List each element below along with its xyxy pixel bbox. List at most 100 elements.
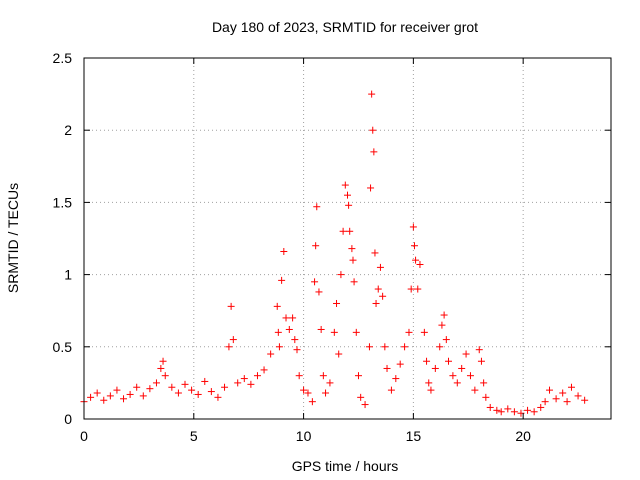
data-point bbox=[293, 346, 301, 354]
data-point bbox=[440, 311, 448, 319]
y-tick-label: 1 bbox=[64, 267, 72, 283]
data-point bbox=[357, 393, 365, 401]
data-point bbox=[273, 302, 281, 310]
data-point bbox=[311, 278, 319, 286]
data-point bbox=[326, 379, 334, 387]
data-point bbox=[253, 372, 261, 380]
data-point bbox=[295, 372, 303, 380]
data-point bbox=[537, 403, 545, 411]
data-point bbox=[337, 271, 345, 279]
data-point bbox=[471, 386, 479, 394]
data-point bbox=[159, 357, 167, 365]
x-tick-label: 20 bbox=[515, 428, 531, 444]
data-point bbox=[300, 386, 308, 394]
grid bbox=[84, 58, 611, 419]
y-tick-label: 0.5 bbox=[53, 339, 73, 355]
data-point bbox=[282, 314, 290, 322]
data-point bbox=[381, 343, 389, 351]
data-point bbox=[376, 263, 384, 271]
data-point bbox=[475, 346, 483, 354]
data-point bbox=[207, 388, 215, 396]
chart-title: Day 180 of 2023, SRMTID for receiver gro… bbox=[212, 19, 478, 35]
data-point bbox=[341, 181, 349, 189]
y-axis-label: SRMTID / TECUs bbox=[5, 183, 21, 293]
data-point bbox=[319, 372, 327, 380]
data-point bbox=[524, 406, 532, 414]
data-point bbox=[247, 380, 255, 388]
data-point bbox=[93, 389, 101, 397]
data-point bbox=[405, 328, 413, 336]
data-point bbox=[370, 148, 378, 156]
data-point bbox=[168, 383, 176, 391]
data-point bbox=[267, 350, 275, 358]
data-point bbox=[409, 223, 417, 231]
data-point bbox=[146, 385, 154, 393]
data-point bbox=[401, 343, 409, 351]
x-tick-label: 15 bbox=[406, 428, 422, 444]
data-point bbox=[407, 285, 415, 293]
data-point bbox=[330, 328, 338, 336]
data-point bbox=[221, 383, 229, 391]
data-point bbox=[453, 379, 461, 387]
data-point bbox=[423, 357, 431, 365]
data-point bbox=[133, 383, 141, 391]
data-point bbox=[365, 343, 373, 351]
y-tick-label: 1.5 bbox=[53, 194, 73, 210]
data-point bbox=[497, 408, 505, 416]
data-point bbox=[120, 395, 128, 403]
data-point bbox=[113, 386, 121, 394]
data-point bbox=[379, 292, 387, 300]
data-point bbox=[349, 256, 357, 264]
data-point bbox=[157, 364, 165, 372]
data-point bbox=[466, 372, 474, 380]
data-point bbox=[458, 364, 466, 372]
data-point bbox=[352, 328, 360, 336]
plot-frame bbox=[83, 57, 612, 420]
data-point bbox=[345, 201, 353, 209]
data-point bbox=[275, 343, 283, 351]
data-point bbox=[559, 389, 567, 397]
data-point bbox=[350, 278, 358, 286]
data-point bbox=[227, 302, 235, 310]
data-point bbox=[229, 336, 237, 344]
data-point bbox=[174, 389, 182, 397]
data-point bbox=[87, 393, 95, 401]
data-point bbox=[225, 343, 233, 351]
y-tick-label: 2 bbox=[64, 122, 72, 138]
y-tick-label: 2.5 bbox=[53, 50, 73, 66]
data-point bbox=[372, 299, 380, 307]
data-point bbox=[280, 247, 288, 255]
data-point bbox=[477, 357, 485, 365]
data-point bbox=[312, 242, 320, 250]
data-point bbox=[510, 408, 518, 416]
data-point bbox=[493, 406, 501, 414]
data-point bbox=[546, 386, 554, 394]
data-point bbox=[260, 366, 268, 374]
data-point bbox=[367, 184, 375, 192]
y-tick-label: 0 bbox=[64, 411, 72, 427]
data-point bbox=[581, 396, 589, 404]
data-point bbox=[317, 325, 325, 333]
data-point bbox=[368, 90, 376, 98]
data-point bbox=[563, 398, 571, 406]
data-point bbox=[541, 398, 549, 406]
data-point bbox=[348, 245, 356, 253]
data-point bbox=[438, 321, 446, 329]
data-point bbox=[574, 392, 582, 400]
data-point bbox=[188, 386, 196, 394]
data-point bbox=[442, 336, 450, 344]
data-point bbox=[339, 227, 347, 235]
data-point bbox=[420, 328, 428, 336]
data-point bbox=[274, 328, 282, 336]
x-axis-label: GPS time / hours bbox=[292, 458, 399, 474]
data-point bbox=[346, 227, 354, 235]
data-point bbox=[333, 299, 341, 307]
data-point bbox=[412, 256, 420, 264]
axis-ticks: 0 5 10 15 20 0 0.5 1 1.5 2 2.5 bbox=[53, 50, 611, 444]
data-point bbox=[289, 314, 297, 322]
data-point bbox=[322, 389, 330, 397]
data-point bbox=[278, 276, 286, 284]
data-points bbox=[80, 90, 589, 417]
data-point bbox=[234, 379, 242, 387]
data-point bbox=[313, 203, 321, 211]
